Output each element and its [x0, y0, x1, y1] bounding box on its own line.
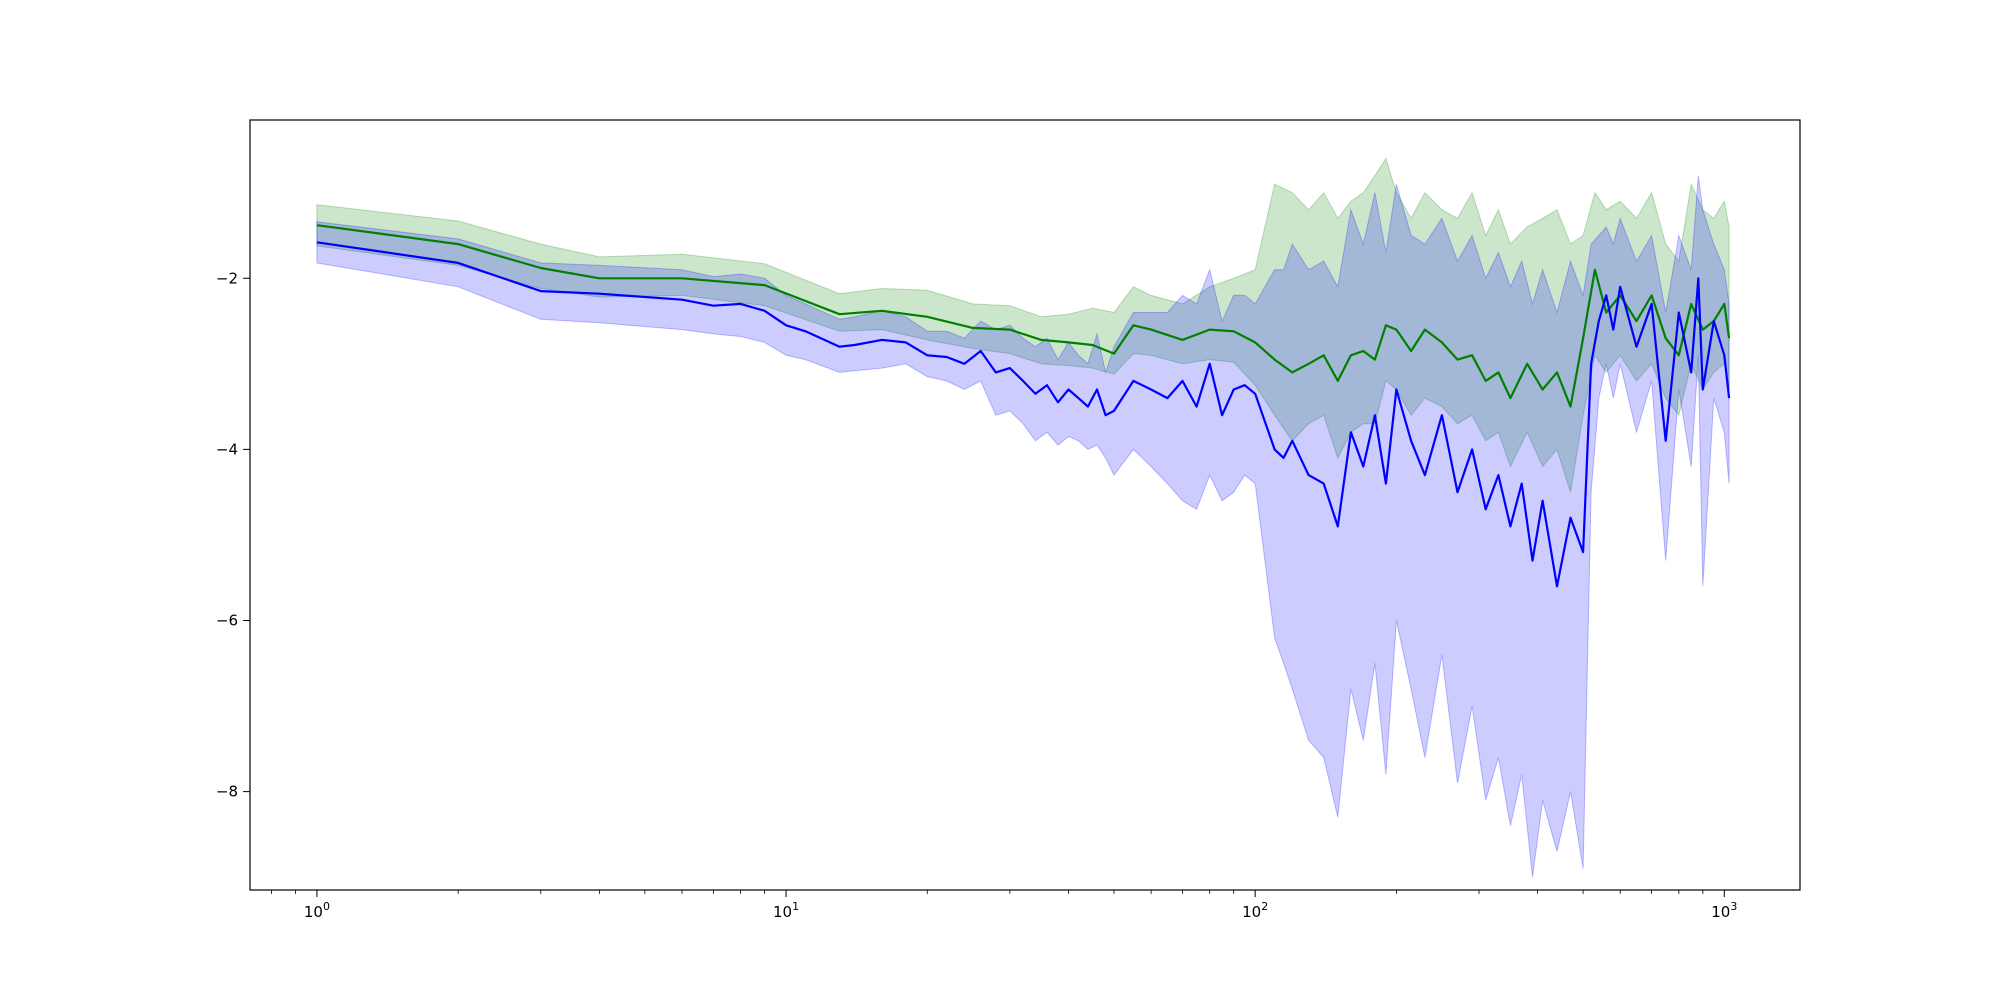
x-tick-label: 103 — [1711, 900, 1737, 921]
y-tick-label: −6 — [216, 612, 238, 630]
x-tick-label: 101 — [773, 900, 799, 921]
x-tick-label: 100 — [304, 900, 330, 921]
y-axis: −2 −4 −6 −8 — [216, 269, 250, 801]
plot-frame — [249, 119, 1801, 891]
series-lines — [316, 224, 1731, 588]
y-tick-label: −2 — [216, 269, 238, 287]
x-tick-label: 102 — [1242, 900, 1268, 921]
series-2-band — [316, 175, 1730, 878]
y-tick-label: −8 — [216, 783, 238, 801]
series-2-line — [316, 241, 1731, 588]
y-tick-label: −4 — [216, 440, 238, 458]
x-axis: 100 101 102 103 — [271, 890, 1737, 921]
